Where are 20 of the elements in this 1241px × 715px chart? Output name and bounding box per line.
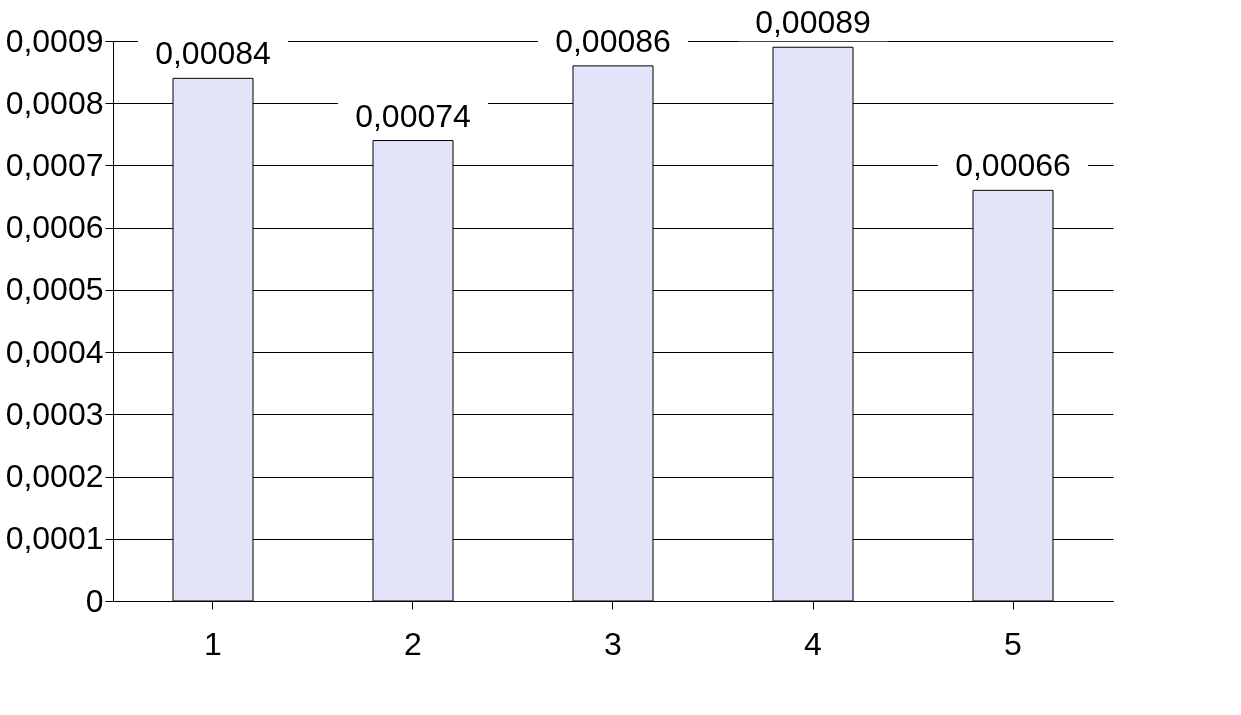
y-tick-label: 0,0005 xyxy=(5,271,104,308)
data-label: 0,00084 xyxy=(155,35,271,72)
x-tick-label: 3 xyxy=(604,625,622,662)
x-tick-label: 1 xyxy=(204,625,222,662)
y-tick-label: 0,0002 xyxy=(5,458,104,495)
data-label: 0,00074 xyxy=(355,97,471,134)
y-tick-label: 0,0001 xyxy=(5,520,104,557)
data-label: 0,00089 xyxy=(755,4,871,41)
x-tick-label: 2 xyxy=(404,625,422,662)
data-label: 0,00086 xyxy=(555,22,671,59)
y-tick-label: 0,0009 xyxy=(5,22,104,59)
data-label: 0,00066 xyxy=(955,147,1071,184)
x-tick-label: 4 xyxy=(804,625,822,662)
y-tick-label: 0,0003 xyxy=(5,395,104,432)
x-tick-label: 5 xyxy=(1004,625,1022,662)
y-tick-label: 0,0004 xyxy=(5,333,104,370)
y-tick-label: 0,0007 xyxy=(5,146,104,183)
y-tick-label: 0,0008 xyxy=(5,84,104,121)
y-tick-label: 0,0006 xyxy=(5,209,104,246)
y-tick-label: 0 xyxy=(85,582,104,619)
